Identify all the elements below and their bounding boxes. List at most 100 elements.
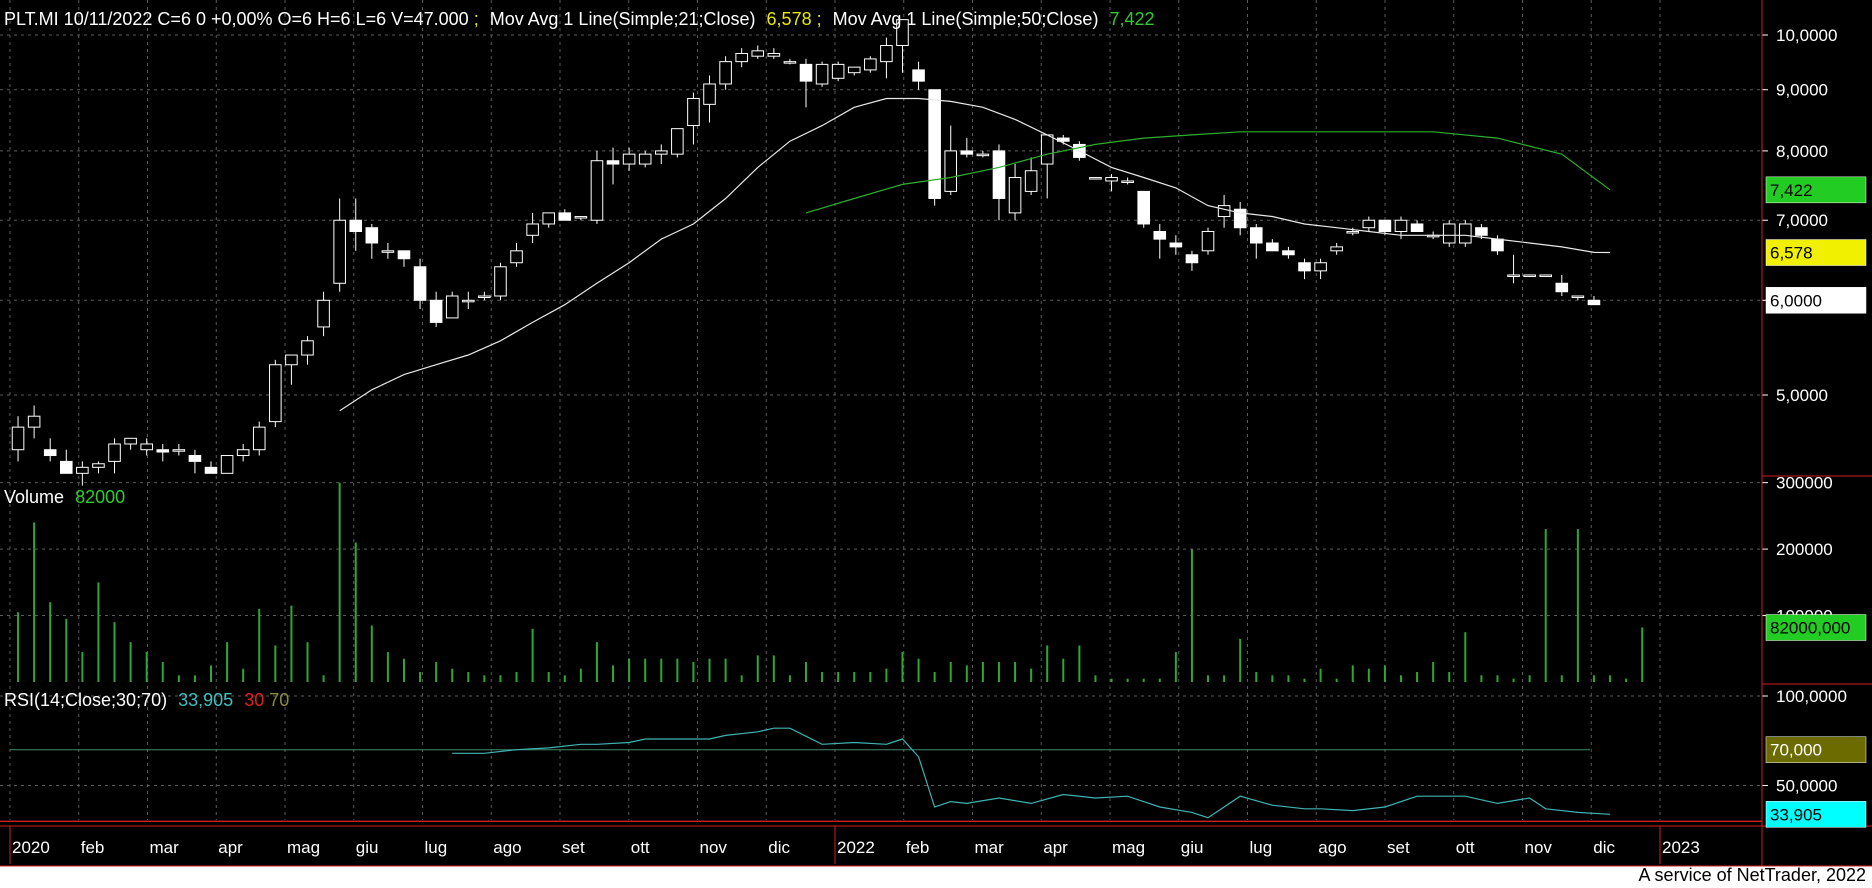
candle-down — [1298, 262, 1311, 272]
x-tick-label: lug — [425, 838, 448, 857]
volume-panel — [17, 482, 1644, 682]
candle-down — [799, 63, 813, 82]
candle-down — [1555, 282, 1569, 293]
candle-up — [622, 153, 636, 165]
x-tick-label: apr — [218, 838, 243, 857]
candle-down — [960, 150, 974, 155]
candle-up — [236, 449, 250, 457]
candle-up — [719, 61, 732, 85]
candle-up — [687, 97, 700, 127]
rsi-legend: RSI(14;Close;30;70) 33,905 30 70 — [4, 690, 289, 710]
tag-ma21-box — [1765, 239, 1867, 266]
candle-down — [1185, 254, 1199, 264]
y-tick-label-price: 9,0000 — [1776, 81, 1828, 100]
rsi-low-level: 30 — [244, 690, 264, 710]
candle-up — [735, 53, 748, 63]
candle-up — [847, 66, 861, 74]
candle-up — [590, 160, 604, 221]
candle-up — [445, 295, 459, 319]
y-tick-label-volume: 200000 — [1776, 540, 1833, 559]
candle-down — [1233, 208, 1247, 229]
candle-down — [188, 455, 202, 462]
x-tick-label: apr — [1043, 838, 1068, 857]
y-tick-label-rsi: 100,0000 — [1776, 687, 1847, 706]
tag-rsi-value: 33,905 — [1770, 805, 1822, 824]
candle-up — [1121, 180, 1134, 183]
x-tick-label: feb — [81, 838, 105, 857]
tag-volume: 82000,000 — [1770, 619, 1850, 638]
candle-up — [976, 153, 990, 157]
y-tick-label-price: 7,0000 — [1776, 211, 1828, 230]
candle-down — [558, 212, 572, 221]
candle-up — [1362, 219, 1376, 229]
x-tick-label: dic — [768, 838, 790, 857]
y-tick-label-price: 5,0000 — [1776, 386, 1828, 405]
candle-up — [1507, 274, 1520, 277]
candle-up — [1571, 295, 1585, 298]
candle-down — [1475, 227, 1488, 236]
candle-up — [317, 299, 330, 328]
candle-up — [1523, 274, 1536, 277]
candle-up — [1330, 246, 1343, 252]
ma21-label: Mov Avg 1 Line(Simple;21;Close) — [490, 9, 756, 29]
candle-up — [1201, 230, 1215, 252]
candle-up — [478, 295, 491, 298]
candle-up — [944, 150, 958, 192]
volume-legend: Volume 82000 — [4, 487, 125, 507]
x-tick-label: 2023 — [1662, 838, 1700, 857]
candle-down — [912, 69, 925, 82]
x-tick-label: mar — [150, 838, 180, 857]
x-tick-label: set — [1387, 838, 1410, 857]
candle-up — [783, 61, 797, 64]
candle-down — [1587, 299, 1601, 306]
candle-down — [1410, 223, 1424, 232]
candle-down — [43, 449, 57, 457]
candle-down — [1153, 230, 1167, 240]
candle-up — [1008, 177, 1022, 214]
tag-ma21: 6,578 — [1770, 244, 1813, 263]
candle-up — [638, 153, 652, 165]
candle-down — [365, 227, 379, 244]
x-tick-label: ott — [631, 838, 650, 857]
candle-down — [1266, 242, 1279, 252]
candle-down — [156, 449, 170, 453]
volume-label: Volume — [4, 487, 64, 507]
x-tick-label: ago — [493, 838, 521, 857]
x-tick-label: mar — [975, 838, 1005, 857]
candle-down — [413, 266, 427, 301]
y-tick-label-volume: 300000 — [1776, 474, 1833, 493]
candle-up — [140, 443, 153, 451]
tag-rsi-70: 70,000 — [1770, 741, 1822, 760]
candle-up — [1040, 134, 1054, 165]
candle-up — [11, 426, 25, 451]
candle-up — [1024, 170, 1038, 192]
rsi-label: RSI(14;Close;30;70) — [4, 690, 167, 710]
candle-up — [654, 150, 668, 155]
candle-up — [542, 212, 555, 225]
tag-last-price-box — [1765, 287, 1867, 314]
value-tags: 7,422 6,578 6,0000 82000,000 70,000 33,905 — [1765, 176, 1867, 828]
tag-last-price: 6,0000 — [1770, 291, 1822, 310]
x-tick-label: giu — [356, 838, 379, 857]
x-tick-label: mag — [1112, 838, 1145, 857]
candle-down — [59, 460, 73, 474]
candle-up — [751, 50, 765, 57]
candle-up — [220, 455, 234, 474]
footer-bar — [0, 866, 1872, 888]
tag-ma50-box — [1765, 176, 1867, 204]
axis-labels: 2020 feb mar apr mag giu lug ago set ott nov dic 202… — [12, 26, 1847, 857]
rsi-panel — [0, 727, 1762, 822]
x-tick-label: 2022 — [837, 838, 875, 857]
x-tick-label: nov — [700, 838, 728, 857]
candle-up — [880, 44, 893, 63]
candle-up — [815, 63, 829, 85]
candle-up — [1346, 230, 1360, 234]
candle-down — [1169, 242, 1183, 248]
x-tick-label: dic — [1593, 838, 1615, 857]
candle-up — [269, 364, 282, 423]
candle-up — [92, 463, 105, 468]
tag-rsi-70-box — [1765, 736, 1867, 763]
candle-up — [1459, 223, 1472, 244]
y-tick-label-rsi: 50,0000 — [1776, 777, 1837, 796]
